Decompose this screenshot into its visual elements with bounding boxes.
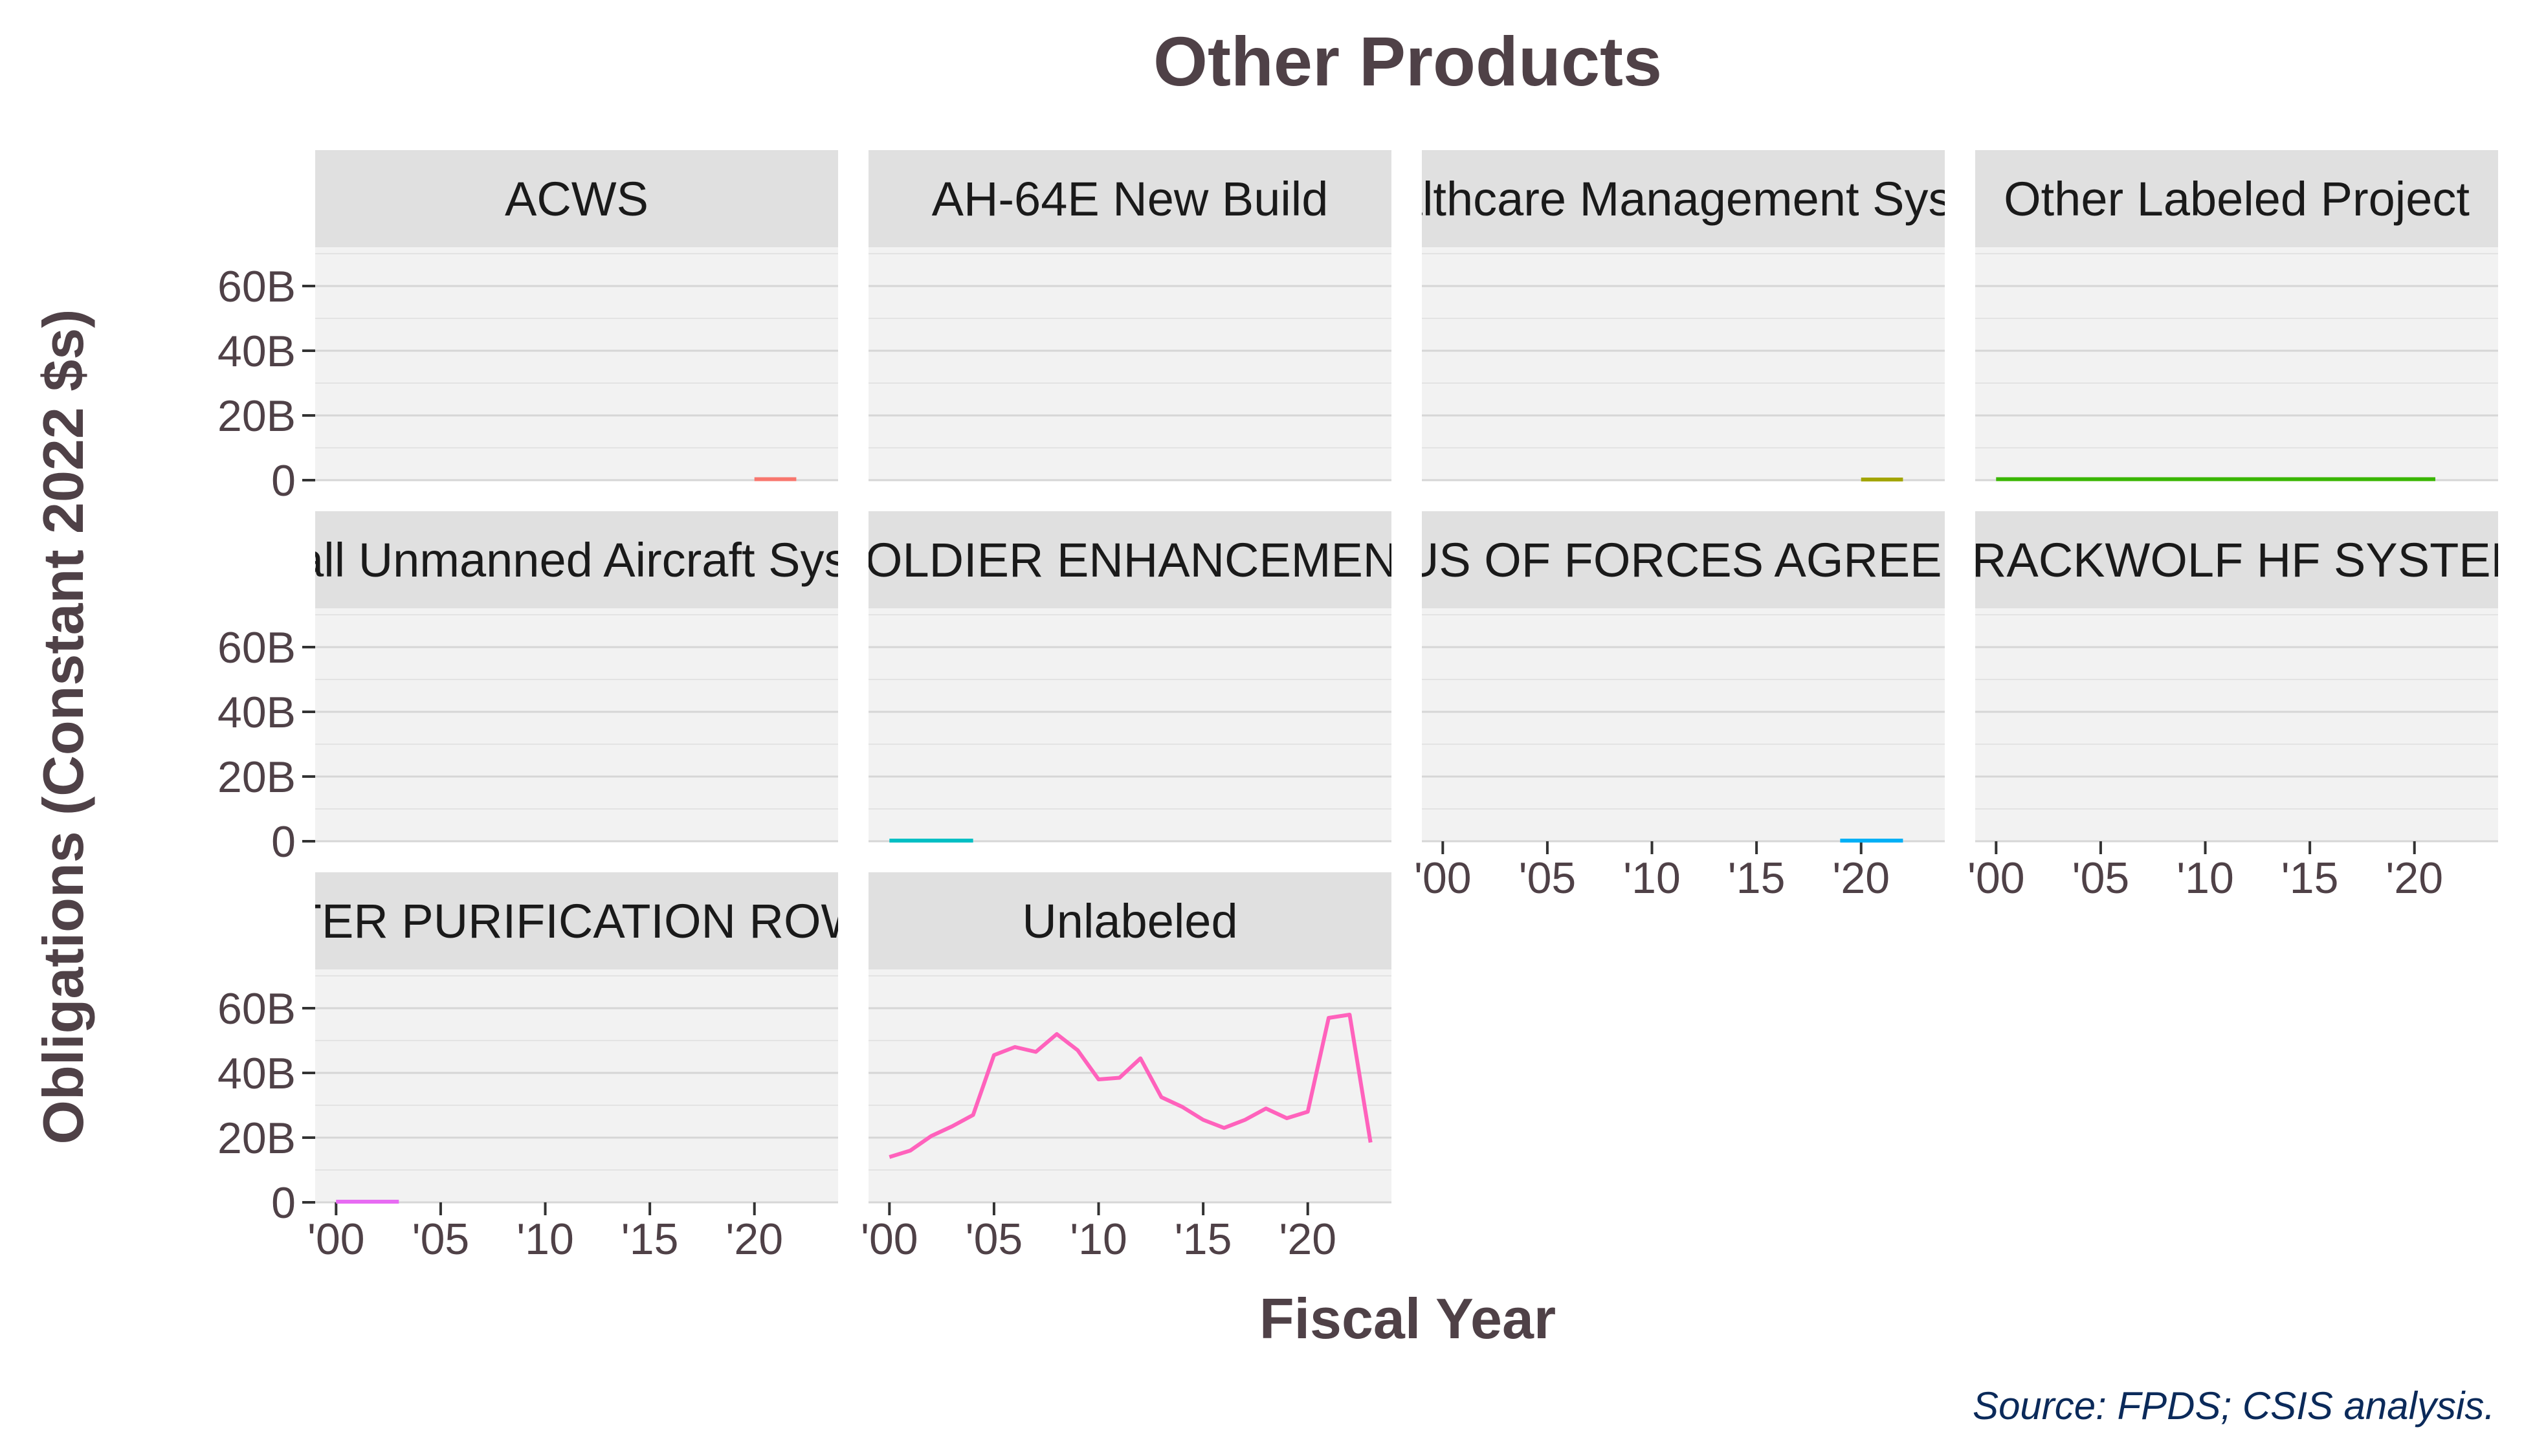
facet-strip-label: SOLDIER ENHANCEMENT xyxy=(834,533,1427,587)
facet-strip-label: TRACKWOLF HF SYSTEM xyxy=(1943,533,2524,587)
facet-strip xyxy=(1975,511,2498,608)
panel-background xyxy=(1975,608,2498,841)
facet-strip xyxy=(1422,511,1945,608)
y-tick-label: 60B xyxy=(217,623,296,672)
facet-strip xyxy=(869,150,1391,247)
x-tick-label: '15 xyxy=(1175,1215,1232,1264)
y-tick-label: 40B xyxy=(217,688,296,737)
facet-strip-label: STATUS OF FORCES AGREEMENT xyxy=(1289,533,2077,587)
facet-strip-label: Other Labeled Project xyxy=(2004,172,2470,226)
facet-panel: SOLDIER ENHANCEMENT xyxy=(834,511,1427,843)
x-tick-label: '10 xyxy=(516,1215,574,1264)
facet-panel: ACWS 0 20B 40B 60B xyxy=(217,150,838,505)
facet-strip xyxy=(315,872,838,969)
facet-strip-label: Unlabeled xyxy=(1022,894,1237,948)
facet-strip-label: ACWS xyxy=(505,172,648,226)
x-tick-label: '15 xyxy=(621,1215,679,1264)
facet-panel: Unlabeled '00 '05 '10 '15 '20 xyxy=(861,872,1391,1264)
panels-layer: ACWS 0 20B 40B 60B AH-64E New Build Healthcare… xyxy=(217,150,2524,1264)
chart-title: Other Products xyxy=(1153,22,1662,100)
x-tick-label: '20 xyxy=(725,1215,783,1264)
y-axis-title: Obligations (Constant 2022 $s) xyxy=(31,309,95,1145)
panel-background xyxy=(1422,608,1945,841)
y-tick-label: 20B xyxy=(217,392,296,441)
y-tick-label: 20B xyxy=(217,753,296,802)
facet-strip xyxy=(315,511,838,608)
panel-background xyxy=(1975,247,2498,480)
panel-background xyxy=(869,247,1391,480)
y-tick-label: 60B xyxy=(217,984,296,1033)
x-tick-label: '00 xyxy=(861,1215,918,1264)
facet-strip-label: WATER PURIFICATION ROWPU xyxy=(221,894,933,948)
x-tick-label: '20 xyxy=(2386,854,2443,903)
facet-panel: Small Unmanned Aircraft System 0 20B 40B 60B xyxy=(217,511,928,866)
panel-background xyxy=(315,608,838,841)
y-tick-label: 40B xyxy=(217,327,296,376)
y-tick-label: 60B xyxy=(217,262,296,311)
x-tick-label: '00 xyxy=(307,1215,365,1264)
facet-panel: TRACKWOLF HF SYSTEM '00 '05 '10 '15 '20 xyxy=(1943,511,2524,903)
y-tick-label: 0 xyxy=(271,817,296,866)
facet-strip xyxy=(869,872,1391,969)
panel-background xyxy=(869,608,1391,841)
x-tick-label: '10 xyxy=(1070,1215,1127,1264)
x-tick-label: '05 xyxy=(1519,854,1577,903)
facet-panel: Other Labeled Project xyxy=(1975,150,2498,481)
y-tick-label: 0 xyxy=(271,456,296,505)
x-tick-label: '20 xyxy=(1832,854,1890,903)
panel-background xyxy=(315,247,838,480)
y-tick-label: 20B xyxy=(217,1114,296,1163)
x-tick-label: '00 xyxy=(1967,854,2025,903)
x-tick-label: '05 xyxy=(2072,854,2130,903)
facet-strip-label: Small Unmanned Aircraft System xyxy=(225,533,928,587)
facet-strip xyxy=(1422,150,1945,247)
panel-background xyxy=(1422,247,1945,480)
x-tick-label: '15 xyxy=(1728,854,1786,903)
x-axis-title: Fiscal Year xyxy=(1259,1286,1556,1351)
y-tick-label: 40B xyxy=(217,1049,296,1098)
source-note: Source: FPDS; CSIS analysis. xyxy=(1973,1384,2495,1428)
facet-strip xyxy=(1975,150,2498,247)
facet-panel: AH-64E New Build xyxy=(869,150,1391,481)
x-tick-label: '10 xyxy=(2176,854,2234,903)
x-tick-label: '00 xyxy=(1414,854,1472,903)
x-tick-label: '20 xyxy=(1279,1215,1336,1264)
facet-strip-label: Healthcare Management System xyxy=(1334,172,2032,226)
facet-strip xyxy=(315,150,838,247)
y-tick-label: 0 xyxy=(271,1178,296,1228)
facet-strip-label: AH-64E New Build xyxy=(932,172,1329,226)
x-tick-label: '05 xyxy=(412,1215,470,1264)
facet-panel: Healthcare Management System xyxy=(1334,150,2032,481)
series-line xyxy=(889,1013,1373,1159)
facet-panel: WATER PURIFICATION ROWPU 0 20B 40B 60B '00 '05… xyxy=(217,872,933,1264)
x-tick-label: '10 xyxy=(1623,854,1681,903)
x-tick-label: '15 xyxy=(2281,854,2339,903)
panel-background xyxy=(315,969,838,1202)
x-tick-label: '05 xyxy=(966,1215,1023,1264)
facet-panel: STATUS OF FORCES AGREEMENT '00 '05 '10 '15 '2… xyxy=(1289,511,2077,903)
facet-strip xyxy=(869,511,1391,608)
